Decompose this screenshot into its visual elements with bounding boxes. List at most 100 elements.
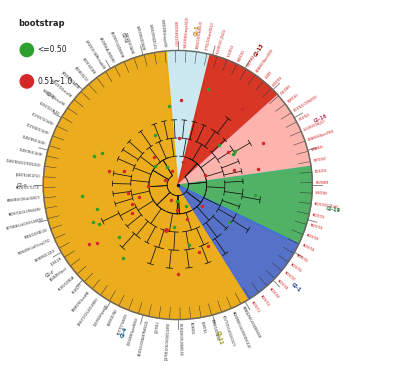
Text: MK193700(COX-del): MK193700(COX-del) [314, 202, 339, 210]
Text: L14069: L14069 [264, 70, 273, 80]
Text: MK193705: MK193705 [296, 253, 309, 263]
Text: GU301960: GU301960 [315, 191, 328, 196]
Text: EU526535(Italy02): EU526535(Italy02) [304, 119, 327, 132]
Text: DQ415963: DQ415963 [280, 83, 292, 95]
Wedge shape [178, 95, 311, 185]
Text: JQ275912(CK/CH/LSD/110893): JQ275912(CK/CH/LSD/110893) [165, 323, 171, 361]
Text: MH885190(Scand98): MH885190(Scand98) [72, 290, 92, 313]
Text: bootstrap: bootstrap [19, 18, 65, 27]
Text: GI-4: GI-4 [120, 326, 129, 338]
Text: EU526533: EU526533 [226, 44, 235, 57]
Text: AY846834(Spain0904): AY846834(Spain0904) [308, 129, 335, 142]
Text: AF419315 CA/Machado/88: AF419315 CA/Machado/88 [84, 40, 106, 70]
Text: GQ504721(ITA/110): GQ504721(ITA/110) [23, 228, 48, 240]
Circle shape [20, 75, 34, 88]
Text: MK193706: MK193706 [290, 262, 303, 273]
Text: AY561713(CHLS/D110893): AY561713(CHLS/D110893) [78, 297, 100, 327]
Wedge shape [43, 51, 312, 320]
Text: GI-16: GI-16 [313, 113, 328, 124]
Text: MK193704: MK193704 [301, 243, 314, 253]
Text: GU301958(KZ10-02): GU301958(KZ10-02) [173, 21, 177, 47]
Text: MW464294(CoV/GD5094/44): MW464294(CoV/GD5094/44) [241, 306, 261, 340]
Text: EF197823: EF197823 [298, 112, 312, 122]
Text: AF193423(CK/AUSTRIA/4222): AF193423(CK/AUSTRIA/4222) [138, 319, 150, 357]
Text: GU305198(Georgia/08): GU305198(Georgia/08) [160, 19, 166, 48]
Text: JX182128: JX182128 [50, 258, 63, 268]
Text: AF519973/14(D369/98): AF519973/14(D369/98) [109, 31, 125, 59]
Wedge shape [178, 185, 299, 299]
Text: GI-1: GI-1 [290, 282, 302, 293]
Text: JX560743: JX560743 [200, 320, 206, 333]
Text: JX560741(BC10/12): JX560741(BC10/12) [15, 173, 40, 179]
Text: DQ912831(CAL99): DQ912831(CAL99) [124, 32, 135, 55]
Text: MK193703: MK193703 [305, 234, 319, 242]
Text: GI-11: GI-11 [214, 330, 223, 345]
Text: OL456786(3/14/08): OL456786(3/14/08) [19, 148, 44, 157]
Text: HQ697262: HQ697262 [236, 48, 246, 62]
Text: GI-13: GI-13 [253, 42, 265, 57]
Text: AY846835: AY846835 [311, 145, 324, 152]
Text: KF779506(CoV/CH/CHLS/BC90): KF779506(CoV/CH/CHLS/BC90) [6, 218, 45, 231]
Text: GI-1: GI-1 [194, 24, 200, 36]
Text: KF298255: KF298255 [189, 322, 194, 335]
Text: AI2369760(L1412): AI2369760(L1412) [35, 248, 57, 262]
Text: FN182274(INGA): FN182274(INGA) [57, 275, 76, 292]
Text: GU305197(KZ81-01): GU305197(KZ81-01) [147, 23, 156, 50]
Wedge shape [178, 54, 278, 185]
Wedge shape [178, 166, 312, 244]
Text: DQ334386(Spain98/64): DQ334386(Spain98/64) [127, 316, 140, 346]
Text: GQ304720(GCA-B81-D): GQ304720(GCA-B81-D) [195, 19, 203, 49]
Text: GQ504720(ITA/90): GQ504720(ITA/90) [210, 318, 220, 341]
Text: GU451972(Genco/99): GU451972(Genco/99) [49, 78, 73, 99]
Text: MK193710: MK193710 [259, 294, 270, 307]
Text: <=0.50: <=0.50 [37, 46, 67, 54]
Text: HM063855(COX-del309/17): HM063855(COX-del309/17) [6, 196, 41, 204]
Text: OL456788(2021781012019): OL456788(2021781012019) [6, 159, 42, 168]
Text: GI-s: GI-s [16, 182, 27, 188]
Text: AY839745(TAI): AY839745(TAI) [108, 308, 119, 327]
Text: FN182277: FN182277 [72, 283, 84, 295]
Text: MK193714(CH-CPHL84/90): MK193714(CH-CPHL84/90) [9, 207, 42, 217]
Text: AY846833(Spain0803): AY846833(Spain0803) [255, 48, 275, 73]
Text: MG708068: MG708068 [316, 180, 329, 185]
Text: JQ275911: JQ275911 [155, 321, 160, 334]
Circle shape [20, 43, 34, 57]
Text: KT192256: KT192256 [315, 169, 328, 174]
Text: GI-r: GI-r [45, 269, 56, 279]
Text: KC577375(CoV/LX4(D17)): KC577375(CoV/LX4(D17)) [221, 315, 235, 347]
Text: EF195288(GRL100840-94): EF195288(GRL100840-94) [178, 323, 183, 356]
Text: M21971(D1466): M21971(D1466) [81, 57, 96, 76]
Text: DQ339105(Spain98): DQ339105(Spain98) [93, 303, 110, 327]
Text: MK193702: MK193702 [309, 223, 323, 231]
Text: MK193711: MK193711 [250, 300, 261, 314]
Text: MK193721(TC27-2): MK193721(TC27-2) [16, 185, 40, 190]
Text: GI-t: GI-t [45, 91, 56, 101]
Text: HQ697261: HQ697261 [287, 92, 300, 104]
Text: OL179326(1/14/08): OL179326(1/14/08) [26, 124, 50, 136]
Text: MK193709: MK193709 [268, 287, 279, 299]
Text: KU050715(CAL90): KU050715(CAL90) [38, 102, 60, 117]
Text: GI-u: GI-u [120, 32, 129, 44]
Text: MK193708: MK193708 [276, 279, 288, 292]
Text: KJ548495(Spain): KJ548495(Spain) [50, 266, 69, 282]
Text: GU431958(Georgia-8225): GU431958(Georgia-8225) [184, 15, 190, 47]
Text: EF197822(CK/NLD/00): EF197822(CK/NLD/00) [293, 94, 319, 112]
Text: AF519956(AL/R609/98): AF519956(AL/R609/98) [98, 37, 115, 64]
Text: AH25706520(CAL99): AH25706520(CAL99) [135, 26, 145, 52]
Circle shape [43, 50, 312, 320]
Text: MK193707: MK193707 [283, 271, 296, 283]
Text: JF770274(Scand-B212): JF770274(Scand-B212) [206, 22, 216, 51]
Text: MK204880(CoV/LS950(0)H1614): MK204880(CoV/LS950(0)H1614) [231, 311, 251, 349]
Text: OL179327(2/14/08): OL179327(2/14/08) [31, 112, 55, 127]
Text: HM755587: HM755587 [313, 157, 328, 163]
Text: OL456789(3/14/08): OL456789(3/14/08) [22, 136, 46, 147]
Text: EU526534(C-J05022): EU526534(C-J05022) [216, 27, 228, 54]
Text: KF377577(V8029): KF377577(V8029) [117, 313, 129, 335]
Text: DQ415964: DQ415964 [246, 54, 256, 67]
Text: M21965(D274): M21965(D274) [72, 66, 88, 83]
Text: MG994785(CoV/China/D7/2): MG994785(CoV/China/D7/2) [18, 238, 52, 256]
Text: 0.51~1.0: 0.51~1.0 [37, 77, 72, 86]
Text: GU301958: GU301958 [272, 75, 284, 87]
Text: GU305198(Genco/99): GU305198(Genco/99) [42, 89, 66, 108]
Text: GI-19: GI-19 [326, 206, 342, 213]
